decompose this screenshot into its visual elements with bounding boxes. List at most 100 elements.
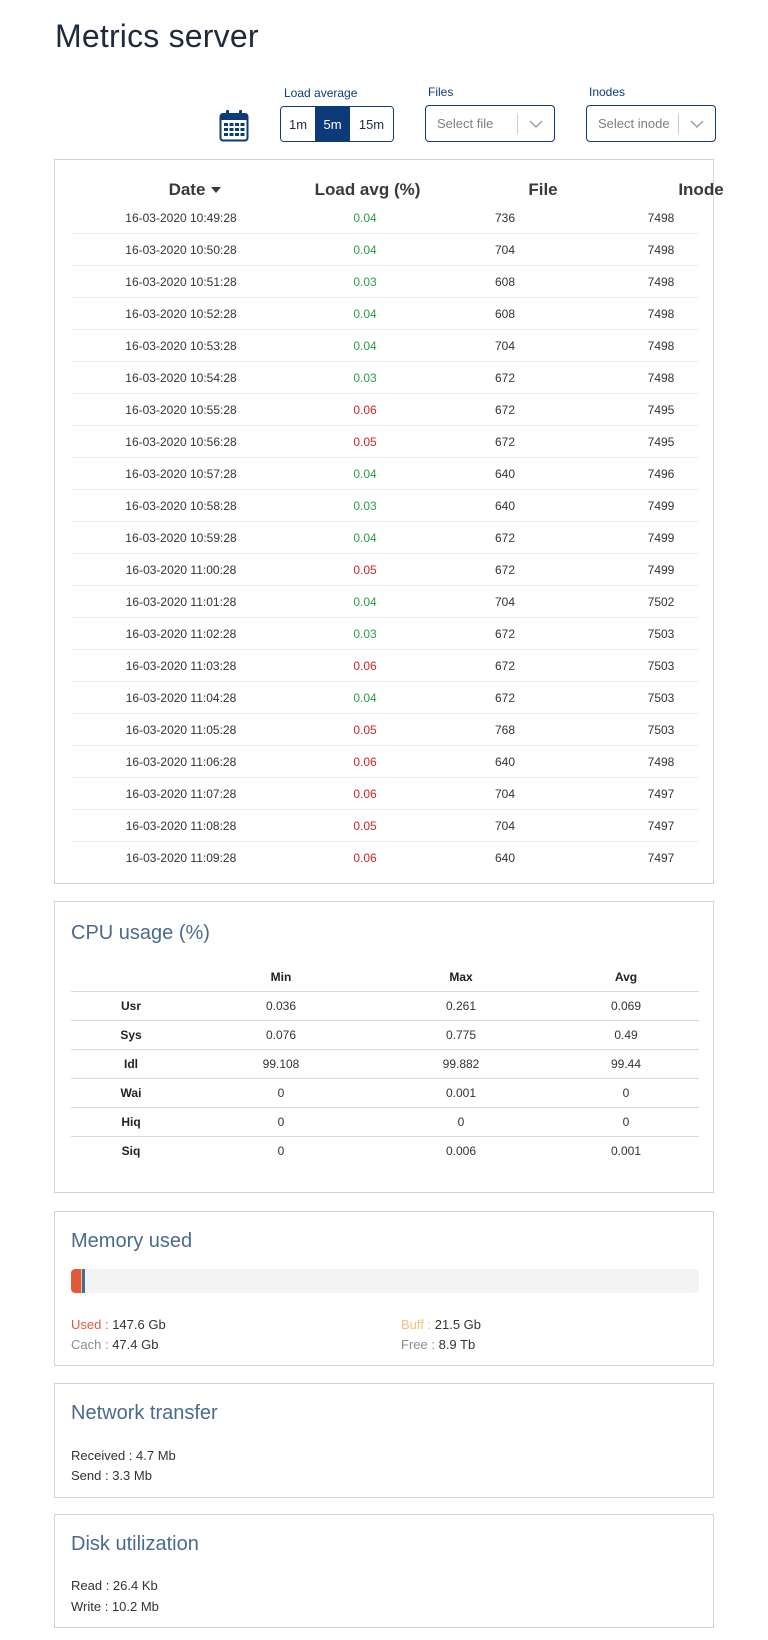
memory-free-label: Free : xyxy=(401,1337,435,1352)
date-cell: 16-03-2020 11:03:28 xyxy=(125,658,237,673)
cpu-row: Wai 0 0.001 0 xyxy=(71,1078,699,1107)
load-cell: 0.04 xyxy=(353,338,377,353)
date-cell: 16-03-2020 10:53:28 xyxy=(125,338,237,353)
load-cell: 0.03 xyxy=(353,370,377,385)
date-cell: 16-03-2020 10:51:28 xyxy=(125,274,237,289)
page-title: Metrics server xyxy=(55,18,259,54)
inodes-select[interactable]: Select inode xyxy=(586,105,716,142)
file-cell: 672 xyxy=(494,626,516,641)
inode-cell: 7503 xyxy=(647,626,675,641)
load-cell: 0.04 xyxy=(353,210,377,225)
table-row: 16-03-2020 10:54:28 0.03 672 7498 xyxy=(71,362,699,394)
load-cell: 0.04 xyxy=(353,466,377,481)
cpu-header-avg: Avg xyxy=(614,969,638,984)
memory-buff-label: Buff : xyxy=(401,1317,432,1332)
cpu-row: Siq 0 0.006 0.001 xyxy=(71,1136,699,1165)
inode-cell: 7499 xyxy=(647,562,675,577)
cpu-min-cell: 99.108 xyxy=(262,1057,300,1071)
files-select-placeholder: Select file xyxy=(437,116,494,131)
table-row: 16-03-2020 10:49:28 0.04 736 7498 xyxy=(71,202,699,234)
cpu-title: CPU usage (%) xyxy=(71,922,210,944)
cpu-avg-cell: 0 xyxy=(622,1086,630,1100)
date-cell: 16-03-2020 11:08:28 xyxy=(125,818,237,833)
inode-cell: 7503 xyxy=(647,690,675,705)
file-cell: 608 xyxy=(494,306,516,321)
table-row: 16-03-2020 11:09:28 0.06 640 7497 xyxy=(71,842,699,874)
inode-cell: 7498 xyxy=(647,210,675,225)
load-cell: 0.04 xyxy=(353,690,377,705)
date-cell: 16-03-2020 11:00:28 xyxy=(125,562,237,577)
memory-panel: Memory used Used : 147.6 Gb Cach : 47.4 … xyxy=(54,1211,714,1366)
table-row: 16-03-2020 11:08:28 0.05 704 7497 xyxy=(71,810,699,842)
cpu-header-min: Min xyxy=(270,969,292,984)
file-cell: 672 xyxy=(494,690,516,705)
cpu-avg-cell: 0.069 xyxy=(610,999,642,1013)
inode-column-header[interactable]: Inode xyxy=(678,180,724,199)
cpu-row: Usr 0.036 0.261 0.069 xyxy=(71,991,699,1020)
date-cell: 16-03-2020 10:52:28 xyxy=(125,306,237,321)
inode-cell: 7499 xyxy=(647,530,675,545)
cpu-avg-cell: 0.001 xyxy=(610,1144,642,1158)
file-cell: 640 xyxy=(494,498,516,513)
load-1m-button[interactable]: 1m xyxy=(281,107,316,141)
table-row: 16-03-2020 11:07:28 0.06 704 7497 xyxy=(71,778,699,810)
file-cell: 768 xyxy=(494,722,516,737)
memory-used-label: Used : xyxy=(71,1317,109,1332)
chevron-down-icon xyxy=(518,106,554,141)
date-cell: 16-03-2020 11:06:28 xyxy=(125,754,237,769)
date-cell: 16-03-2020 11:05:28 xyxy=(125,722,237,737)
caret-down-icon xyxy=(211,187,222,193)
disk-panel: Disk utilization Read : 26.4 Kb Write : … xyxy=(54,1514,714,1628)
file-cell: 640 xyxy=(494,466,516,481)
inode-cell: 7498 xyxy=(647,306,675,321)
date-cell: 16-03-2020 10:58:28 xyxy=(125,498,237,513)
cpu-max-cell: 0.775 xyxy=(445,1028,477,1042)
inode-cell: 7497 xyxy=(647,786,675,801)
memory-buff-stat: Buff : 21.5 Gb xyxy=(401,1317,481,1332)
files-select[interactable]: Select file xyxy=(425,105,555,142)
file-cell: 736 xyxy=(494,210,516,225)
file-cell: 704 xyxy=(494,786,516,801)
date-cell: 16-03-2020 10:59:28 xyxy=(125,530,237,545)
inode-cell: 7498 xyxy=(647,338,675,353)
memory-used-value: 147.6 Gb xyxy=(112,1317,166,1332)
file-cell: 672 xyxy=(494,370,516,385)
inode-cell: 7499 xyxy=(647,498,675,513)
memory-used-fill xyxy=(71,1269,81,1293)
load-cell: 0.06 xyxy=(353,658,377,673)
table-row: 16-03-2020 11:03:28 0.06 672 7503 xyxy=(71,650,699,682)
memory-used-stat: Used : 147.6 Gb xyxy=(71,1317,166,1332)
load-column-header[interactable]: Load avg (%) xyxy=(314,180,421,199)
inode-cell: 7503 xyxy=(647,658,675,673)
file-cell: 704 xyxy=(494,242,516,257)
cpu-row: Idl 99.108 99.882 99.44 xyxy=(71,1049,699,1078)
inode-cell: 7497 xyxy=(647,818,675,833)
cpu-table: Min Max Avg Usr 0.036 0.261 0.069 Sys 0.076 0.… xyxy=(71,962,699,1165)
cpu-row-label: Idl xyxy=(124,1057,138,1071)
cpu-row-label: Wai xyxy=(120,1086,142,1100)
date-cell: 16-03-2020 11:02:28 xyxy=(125,626,237,641)
inode-cell: 7503 xyxy=(647,722,675,737)
inode-cell: 7495 xyxy=(647,402,675,417)
date-column-header[interactable]: Date xyxy=(140,180,250,200)
cpu-min-cell: 0.036 xyxy=(265,999,297,1013)
table-row: 16-03-2020 11:02:28 0.03 672 7503 xyxy=(71,618,699,650)
file-cell: 672 xyxy=(494,402,516,417)
load-15m-button[interactable]: 15m xyxy=(350,107,393,141)
table-row: 16-03-2020 10:50:28 0.04 704 7498 xyxy=(71,234,699,266)
date-cell: 16-03-2020 10:49:28 xyxy=(125,210,237,225)
file-column-header[interactable]: File xyxy=(528,180,558,199)
inode-cell: 7498 xyxy=(647,274,675,289)
calendar-icon[interactable] xyxy=(219,109,249,142)
file-cell: 640 xyxy=(494,851,516,865)
memory-buff-value: 21.5 Gb xyxy=(434,1317,482,1332)
date-cell: 16-03-2020 11:07:28 xyxy=(125,786,237,801)
network-send: Send : 3.3 Mb xyxy=(71,1468,152,1483)
table-row: 16-03-2020 10:53:28 0.04 704 7498 xyxy=(71,330,699,362)
select-divider xyxy=(517,113,518,134)
cpu-min-cell: 0 xyxy=(277,1086,285,1100)
load-cell: 0.05 xyxy=(353,434,377,449)
inodes-label: Inodes xyxy=(589,85,626,99)
load-5m-button[interactable]: 5m xyxy=(316,107,350,141)
load-cell: 0.03 xyxy=(353,274,377,289)
